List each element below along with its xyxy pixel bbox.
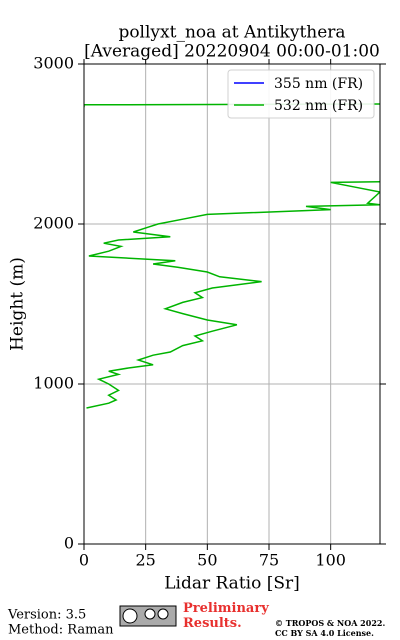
cc-icon xyxy=(122,608,138,624)
copyright: © TROPOS & NOA 2022. CC BY SA 4.0 Licens… xyxy=(275,618,386,638)
plot-area xyxy=(83,63,380,545)
x-axis-label: Lidar Ratio [Sr] xyxy=(164,574,300,594)
chart-subtitle: [Averaged] 20220904 00:00-01:00 xyxy=(84,42,380,62)
method: Method: Raman xyxy=(8,623,114,638)
y-tick-label: 2000 xyxy=(33,214,74,233)
status-box: Preliminary Results. xyxy=(183,601,269,631)
legend-label: 355 nm (FR) xyxy=(274,76,363,92)
y-tick-label: 3000 xyxy=(33,54,74,73)
plot-frame xyxy=(83,63,381,545)
footer: Version: 3.5 Method: Raman Preliminary R… xyxy=(7,601,386,638)
y-tick-label: 1000 xyxy=(33,374,74,393)
x-tick-label: 75 xyxy=(259,551,279,570)
y-tick-label: 0 xyxy=(64,534,74,553)
x-tick-label: 100 xyxy=(315,551,346,570)
status: Preliminary Results. xyxy=(183,601,269,631)
profile-line xyxy=(84,103,380,409)
legend-label: 532 nm (FR) xyxy=(274,98,363,114)
x-tick-label: 50 xyxy=(197,551,217,570)
y-axis-label: Height (m) xyxy=(8,257,28,351)
x-tick-label: 0 xyxy=(79,551,89,570)
version: Version: 3.5 xyxy=(7,608,86,623)
by-icon xyxy=(144,608,156,620)
copyright-box: © TROPOS & NOA 2022. CC BY SA 4.0 Licens… xyxy=(275,618,386,638)
chart-title: pollyxt_noa at Antikythera xyxy=(118,23,345,43)
x-tick-label: 25 xyxy=(135,551,155,570)
sa-icon xyxy=(157,608,169,620)
legend-box xyxy=(227,69,375,119)
